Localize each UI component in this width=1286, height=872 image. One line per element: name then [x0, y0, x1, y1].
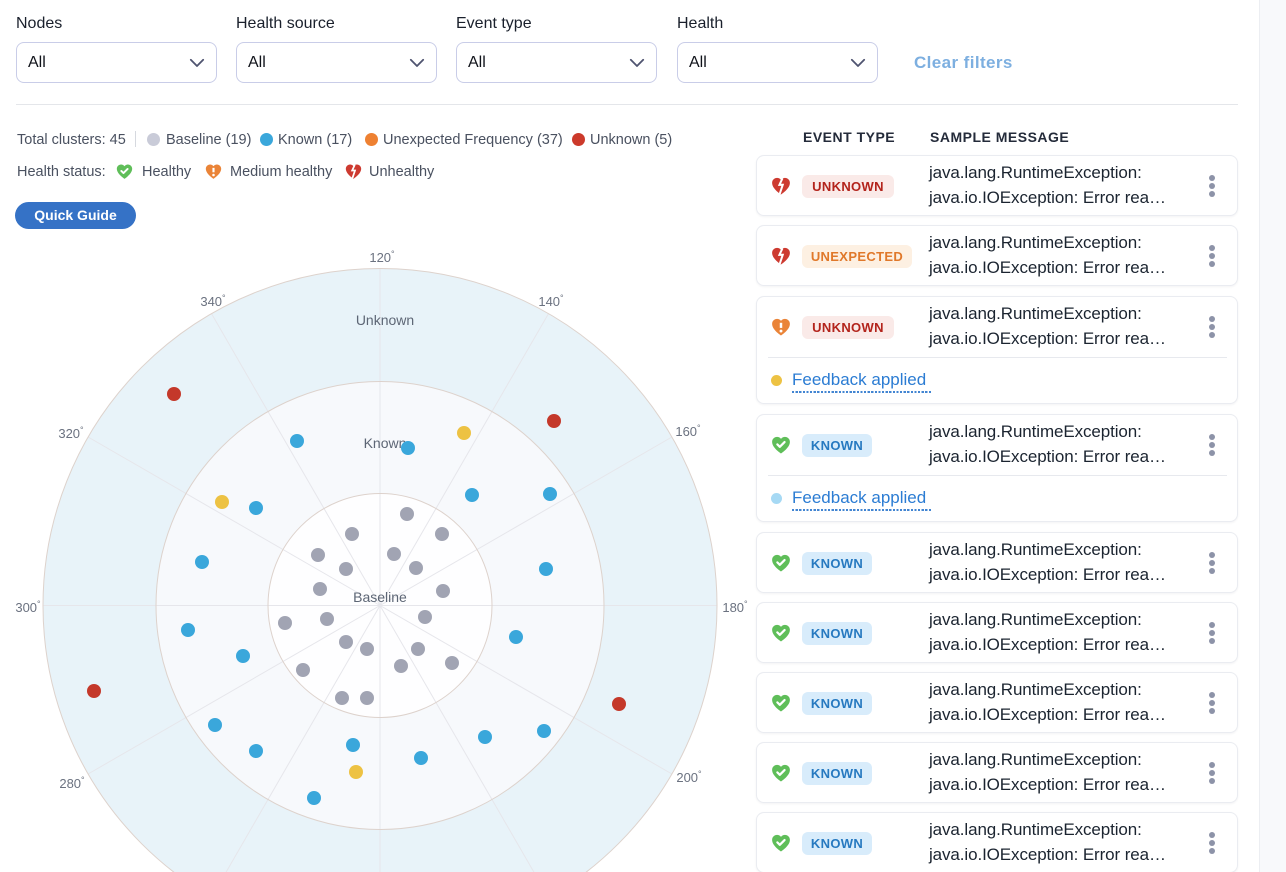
svg-text:280°: 280°: [59, 775, 85, 791]
svg-text:Unknown: Unknown: [356, 312, 414, 328]
svg-text:300°: 300°: [15, 599, 41, 615]
svg-text:120°: 120°: [369, 249, 395, 265]
svg-text:180°: 180°: [722, 599, 748, 615]
svg-text:Baseline: Baseline: [353, 589, 407, 605]
svg-text:Known: Known: [364, 435, 407, 451]
svg-text:340°: 340°: [200, 293, 226, 309]
svg-text:160°: 160°: [675, 423, 701, 439]
svg-text:140°: 140°: [538, 293, 564, 309]
svg-text:320°: 320°: [58, 425, 84, 441]
svg-text:200°: 200°: [676, 769, 702, 785]
